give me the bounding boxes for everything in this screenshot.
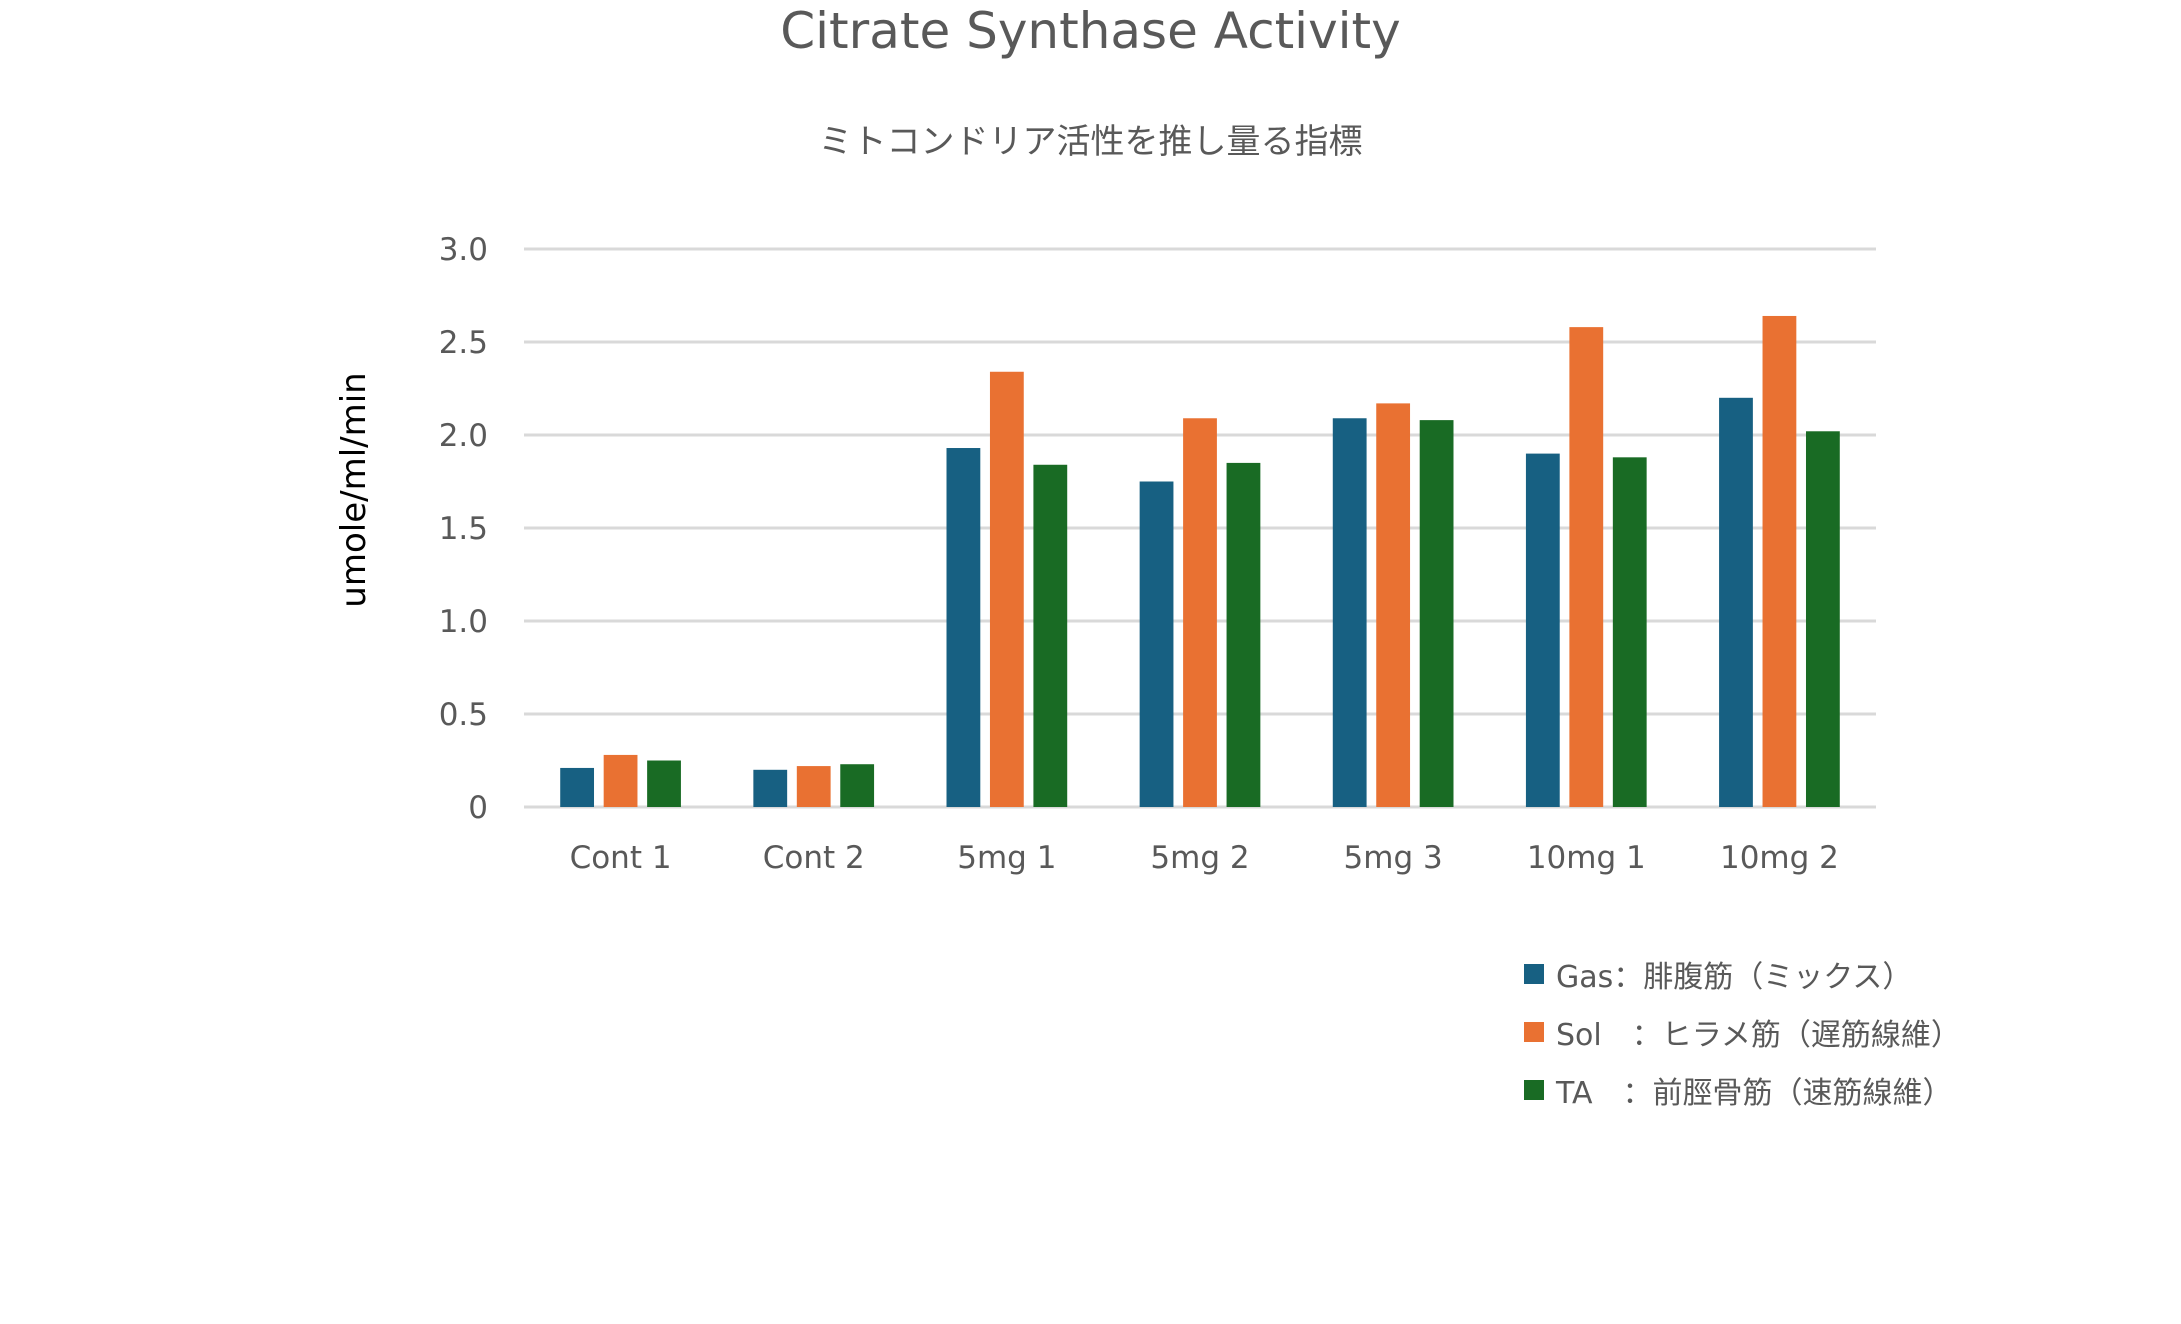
legend-swatch: [1524, 964, 1544, 984]
bar-cont-1-series-1: [603, 754, 638, 807]
bar-5mg-3-series-0: [1332, 418, 1367, 807]
legend-swatch: [1524, 1022, 1544, 1042]
bar-10mg-2-series-0: [1719, 397, 1753, 807]
y-tick-label: 1.5: [439, 511, 488, 547]
legend-label: TA ：前脛骨筋（速筋線維）: [1556, 1076, 1953, 1111]
bar-cont-2-series-0: [753, 769, 788, 807]
legend: Gas：腓腹筋（ミックス） Sol ：ヒラメ筋（遅筋線維） TA ：前脛骨筋（速…: [1524, 945, 1961, 1119]
legend-swatch: [1524, 1080, 1544, 1100]
chart-subtitle: ミトコンドリア活性を推し量る指標: [818, 122, 1363, 162]
y-tick-label: 1.0: [439, 604, 488, 640]
legend-label: Sol ：ヒラメ筋（遅筋線維）: [1556, 1018, 1961, 1053]
bar-cont-2-series-1: [796, 766, 831, 807]
legend-item-sol: Sol ：ヒラメ筋（遅筋線維）: [1524, 1003, 1961, 1061]
bar-5mg-3-series-2: [1419, 420, 1454, 807]
bar-10mg-1-series-2: [1612, 457, 1647, 807]
x-tick-label: 5mg 2: [1150, 840, 1249, 876]
bar-cont-1-series-0: [560, 767, 595, 807]
legend-label: Gas：腓腹筋（ミックス）: [1556, 960, 1913, 995]
chart-title: Citrate Synthase Activity: [780, 2, 1401, 60]
bar-5mg-3-series-1: [1376, 403, 1411, 807]
legend-item-ta: TA ：前脛骨筋（速筋線維）: [1524, 1061, 1961, 1119]
bar-10mg-2-series-1: [1762, 315, 1797, 807]
bar-5mg-1-series-2: [1033, 464, 1068, 807]
x-tick-label: Cont 1: [570, 840, 672, 876]
x-tick-label: 10mg 1: [1527, 840, 1646, 876]
y-tick-label: 2.0: [439, 418, 488, 454]
bar-5mg-2-series-1: [1183, 418, 1217, 807]
x-tick-label: Cont 2: [763, 840, 865, 876]
y-tick-label: 0.5: [439, 697, 488, 733]
bar-cont-2-series-2: [840, 764, 875, 807]
y-tick-label: 0: [468, 790, 488, 826]
y-axis-label: umole/ml/min: [334, 372, 374, 607]
y-tick-label: 3.0: [439, 232, 488, 268]
x-tick-label: 5mg 3: [1344, 840, 1443, 876]
bar-10mg-1-series-1: [1569, 327, 1604, 807]
bar-10mg-1-series-0: [1525, 453, 1560, 807]
bar-cont-1-series-2: [647, 760, 681, 807]
x-tick-label: 5mg 1: [957, 840, 1056, 876]
x-tick-label: 10mg 2: [1720, 840, 1839, 876]
bar-5mg-1-series-1: [989, 371, 1024, 807]
bar-10mg-2-series-2: [1805, 431, 1840, 807]
bar-5mg-2-series-0: [1139, 481, 1174, 807]
bar-5mg-2-series-2: [1226, 462, 1261, 807]
bar-5mg-1-series-0: [946, 448, 981, 807]
y-tick-label: 2.5: [439, 325, 488, 361]
legend-item-gas: Gas：腓腹筋（ミックス）: [1524, 945, 1961, 1003]
